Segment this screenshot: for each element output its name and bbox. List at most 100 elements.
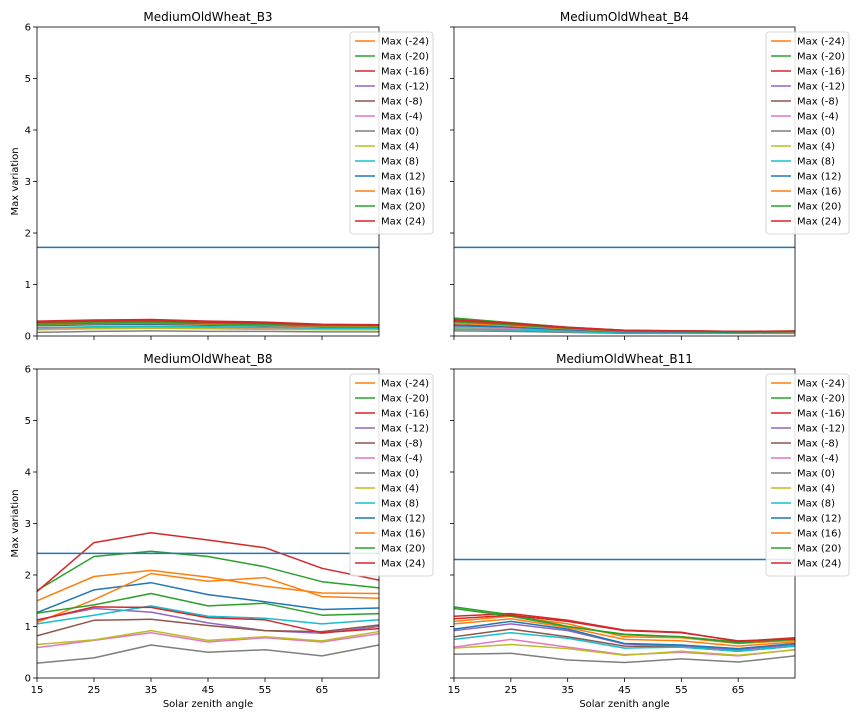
plot-area — [37, 246, 379, 334]
legend-label: Max (-20) — [797, 394, 845, 405]
legend-label: Max (-16) — [797, 67, 845, 78]
legend-label: Max (-20) — [797, 52, 845, 63]
legend-label: Max (24) — [797, 217, 841, 228]
y-axis-label: Max variation — [10, 147, 21, 215]
x-axis-label: Solar zenith angle — [579, 699, 669, 710]
series-line-9 — [37, 605, 379, 625]
y-tick-label: 6 — [25, 23, 31, 34]
series-line-2 — [37, 550, 379, 592]
series-line-13 — [454, 614, 795, 642]
axes-frame — [453, 26, 796, 337]
legend-label: Max (-24) — [381, 379, 429, 390]
plot-area — [454, 246, 795, 335]
series-line-9 — [37, 325, 379, 330]
legend-label: Max (-12) — [381, 82, 429, 93]
series-line-5 — [37, 618, 379, 637]
series-line-12 — [454, 607, 795, 644]
series-line-10 — [454, 620, 795, 650]
x-tick-label: 65 — [316, 685, 329, 696]
legend-label: Max (-16) — [797, 409, 845, 420]
legend-box — [349, 373, 434, 577]
series-line-9 — [454, 631, 795, 652]
legend-label: Max (24) — [797, 559, 841, 570]
y-tick-label: 2 — [25, 229, 31, 240]
x-tick-label: 25 — [88, 685, 101, 696]
legend-label: Max (24) — [381, 217, 425, 228]
legend-label: Max (16) — [797, 529, 841, 540]
legend-label: Max (16) — [381, 187, 425, 198]
legend-label: Max (12) — [381, 172, 425, 183]
legend-label: Max (-16) — [381, 67, 429, 78]
legend-label: Max (-24) — [381, 37, 429, 48]
x-tick-label: 15 — [448, 685, 461, 696]
legend-label: Max (-4) — [797, 454, 839, 465]
series-line-12 — [37, 592, 379, 616]
plot-area — [454, 558, 795, 664]
legend-label: Max (0) — [797, 469, 835, 480]
y-tick-label: 0 — [25, 332, 31, 343]
x-tick-label: 15 — [31, 685, 44, 696]
subplot-1: 0 1 2 3 4 5 6 MediumOldWheat_B3 Max variation Max… — [10, 10, 434, 343]
y-axis-label: Max variation — [10, 489, 21, 557]
series-line-8 — [37, 629, 379, 646]
y-tick-label: 1 — [25, 280, 31, 291]
series-line-11 — [454, 618, 795, 647]
subplot-title: MediumOldWheat_B11 — [556, 352, 693, 366]
y-tick-label: 6 — [25, 365, 31, 376]
plot-area — [37, 532, 379, 664]
series-line-8 — [37, 327, 379, 331]
legend-label: Max (20) — [381, 544, 425, 555]
subplot-title: MediumOldWheat_B8 — [143, 352, 272, 366]
legend-label: Max (-12) — [797, 424, 845, 435]
legend-label: Max (16) — [381, 529, 425, 540]
axes-frame — [453, 368, 796, 679]
series-line-10 — [37, 581, 379, 614]
series-line-4 — [37, 607, 379, 634]
x-tick-label: 55 — [675, 685, 688, 696]
x-tick-label: 65 — [732, 685, 745, 696]
y-tick-label: 4 — [25, 126, 31, 137]
legend: Max (-24) Max (-20) Max (-16) Max (-12) Max … — [349, 373, 434, 577]
series-line-3 — [37, 532, 379, 593]
series-line-7 — [37, 330, 379, 334]
y-tick-label: 3 — [25, 177, 31, 188]
legend-label: Max (-24) — [797, 37, 845, 48]
x-tick-label: 45 — [202, 685, 215, 696]
series-line-1 — [37, 569, 379, 602]
legend: Max (-24) Max (-20) Max (-16) Max (-12) Max … — [765, 31, 850, 235]
legend-label: Max (20) — [797, 544, 841, 555]
legend: Max (-24) Max (-20) Max (-16) Max (-12) Max … — [349, 31, 434, 235]
legend-label: Max (20) — [797, 202, 841, 213]
legend-label: Max (-12) — [381, 424, 429, 435]
subplot-title: MediumOldWheat_B3 — [143, 10, 272, 24]
series-line-13 — [37, 606, 379, 634]
y-tick-label: 1 — [25, 622, 31, 633]
x-tick-label: 55 — [259, 685, 272, 696]
series-line-13 — [454, 319, 795, 333]
legend-box — [765, 31, 850, 235]
legend-box — [349, 31, 434, 235]
legend-label: Max (-4) — [797, 112, 839, 123]
legend-label: Max (0) — [381, 469, 419, 480]
legend-label: Max (-24) — [797, 379, 845, 390]
series-line-13 — [37, 319, 379, 326]
legend: Max (-24) Max (-20) Max (-16) Max (-12) Max … — [765, 373, 850, 577]
legend-label: Max (20) — [381, 202, 425, 213]
legend-label: Max (-8) — [381, 439, 423, 450]
legend-label: Max (8) — [381, 499, 419, 510]
y-tick-label: 5 — [25, 416, 31, 427]
legend-label: Max (-8) — [797, 439, 839, 450]
legend-label: Max (-20) — [381, 394, 429, 405]
legend-box — [765, 373, 850, 577]
legend-label: Max (-8) — [381, 97, 423, 108]
y-tick-label: 5 — [25, 74, 31, 85]
legend-label: Max (12) — [381, 514, 425, 525]
series-line-7 — [37, 644, 379, 664]
x-tick-label: 35 — [145, 685, 158, 696]
series-line-12 — [37, 321, 379, 327]
legend-label: Max (12) — [797, 172, 841, 183]
x-tick-label: 35 — [561, 685, 574, 696]
